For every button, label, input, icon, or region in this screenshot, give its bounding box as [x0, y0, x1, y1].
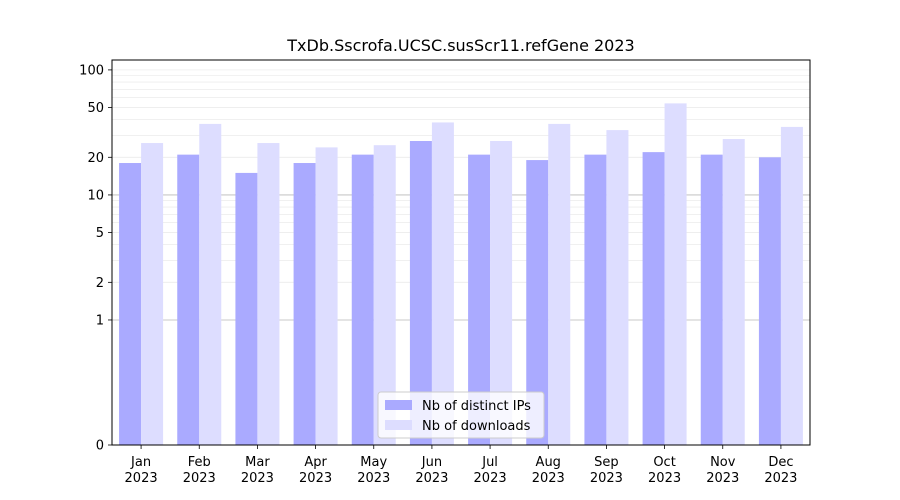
x-tick-label: 2023: [183, 471, 216, 486]
x-tick-label: Jan: [130, 455, 151, 470]
legend-label: Nb of distinct IPs: [422, 399, 531, 414]
bars: [119, 103, 803, 446]
bar-distinct-ips: [526, 160, 549, 445]
x-tick-label: 2023: [764, 471, 797, 486]
bar-downloads: [141, 143, 164, 445]
y-tick-label: 100: [79, 63, 104, 78]
x-tick-label: Dec: [768, 455, 793, 470]
bar-downloads: [722, 139, 745, 445]
x-tick-label: Oct: [653, 455, 675, 470]
bar-distinct-ips: [758, 157, 781, 445]
bar-distinct-ips: [409, 140, 432, 445]
x-tick-label: 2023: [357, 471, 390, 486]
x-tick-label: Sep: [594, 455, 619, 470]
x-tick-label: Feb: [188, 455, 211, 470]
chart-title: TxDb.Sscrofa.UCSC.susScr11.refGene 2023: [286, 36, 634, 55]
x-tick-label: 2023: [474, 471, 507, 486]
bar-downloads: [199, 123, 222, 445]
bar-distinct-ips: [293, 163, 316, 445]
bar-downloads: [373, 145, 396, 445]
x-tick-label: 2023: [590, 471, 623, 486]
y-tick-label: 1: [96, 313, 104, 328]
bar-distinct-ips: [119, 163, 142, 445]
x-tick-label: 2023: [125, 471, 158, 486]
bar-distinct-ips: [584, 154, 607, 446]
y-tick-label: 5: [96, 226, 104, 241]
y-tick-label: 20: [87, 151, 104, 166]
bar-downloads: [257, 143, 280, 445]
tick-labels: 0125102050100Jan2023Feb2023Mar2023Apr202…: [79, 63, 797, 486]
bar-distinct-ips: [235, 172, 258, 445]
bar-distinct-ips: [700, 154, 723, 446]
plot-frame: [111, 59, 811, 446]
x-tick-label: Nov: [710, 455, 736, 470]
x-tick-label: Aug: [536, 455, 561, 470]
x-tick-label: Mar: [245, 455, 270, 470]
legend-swatch: [385, 400, 412, 410]
legend-box: [377, 391, 545, 439]
bar-distinct-ips: [177, 154, 200, 446]
x-tick-label: 2023: [241, 471, 274, 486]
legend-label: Nb of downloads: [422, 419, 531, 434]
bar-downloads: [664, 103, 687, 446]
axes: [108, 59, 811, 449]
bar-distinct-ips: [468, 154, 491, 446]
bar-distinct-ips: [351, 154, 374, 446]
legend: Nb of distinct IPs Nb of downloads: [377, 391, 545, 439]
bar-distinct-ips: [642, 152, 665, 445]
bar-downloads: [490, 140, 513, 445]
y-tick-label: 10: [87, 188, 104, 203]
bar-downloads: [315, 147, 338, 446]
x-tick-label: Jun: [421, 455, 442, 470]
y-tick-label: 0: [96, 439, 104, 454]
bar-downloads: [606, 130, 629, 445]
y-tick-label: 2: [96, 276, 104, 291]
bar-downloads: [548, 123, 571, 445]
x-tick-label: 2023: [415, 471, 448, 486]
x-tick-label: Apr: [304, 455, 327, 470]
y-tick-label: 50: [87, 101, 104, 116]
legend-swatch: [385, 420, 412, 430]
x-tick-label: 2023: [706, 471, 739, 486]
x-tick-label: 2023: [299, 471, 332, 486]
x-tick-label: Jul: [481, 455, 498, 470]
x-tick-label: 2023: [648, 471, 681, 486]
x-tick-label: 2023: [532, 471, 565, 486]
bar-downloads: [780, 126, 803, 446]
x-tick-label: May: [360, 455, 387, 470]
bar-downloads: [431, 122, 454, 445]
